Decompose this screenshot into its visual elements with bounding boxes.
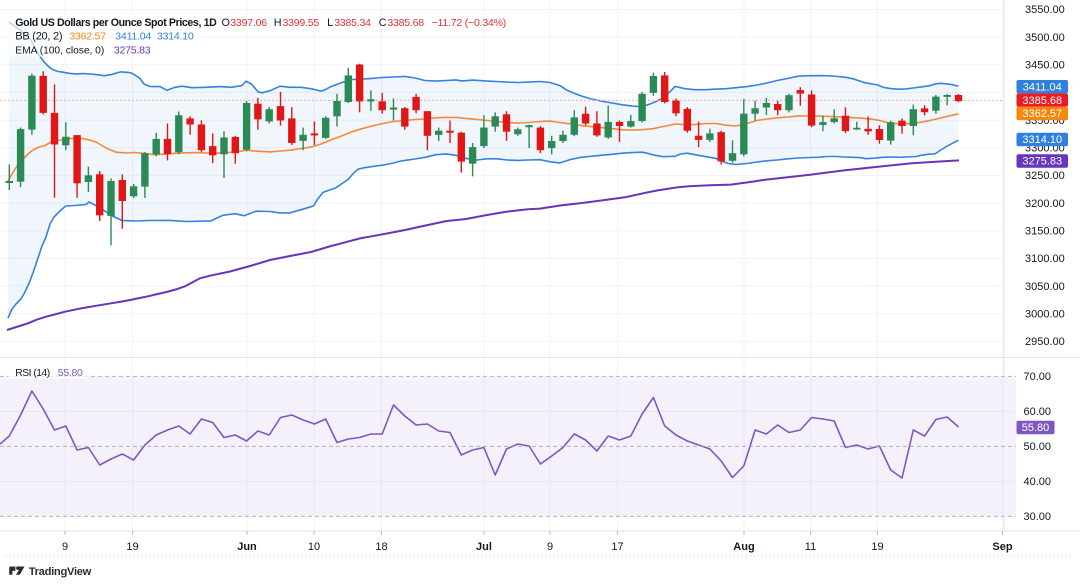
svg-text:70.00: 70.00 (1024, 371, 1052, 383)
svg-text:9: 9 (547, 541, 553, 553)
svg-text:3250.00: 3250.00 (1025, 170, 1065, 182)
svg-text:3275.83: 3275.83 (114, 45, 151, 57)
svg-text:3385.68: 3385.68 (1022, 95, 1062, 107)
svg-text:C: C (379, 17, 387, 29)
svg-text:3100.00: 3100.00 (1025, 253, 1065, 265)
svg-text:Sep: Sep (992, 541, 1012, 553)
svg-text:TradingView: TradingView (29, 566, 92, 578)
svg-text:2950.00: 2950.00 (1025, 336, 1065, 348)
svg-text:3411.04: 3411.04 (115, 31, 151, 43)
svg-text:O: O (222, 17, 230, 29)
svg-text:3275.83: 3275.83 (1022, 156, 1062, 168)
svg-text:3362.57: 3362.57 (69, 31, 106, 43)
svg-text:3385.68: 3385.68 (387, 17, 424, 29)
svg-text:3314.10: 3314.10 (1022, 134, 1062, 146)
svg-text:3000.00: 3000.00 (1025, 308, 1065, 320)
svg-text:3450.00: 3450.00 (1025, 59, 1065, 71)
svg-text:3362.57: 3362.57 (1022, 108, 1062, 120)
svg-text:3050.00: 3050.00 (1025, 281, 1065, 293)
svg-text:55.80: 55.80 (58, 367, 83, 379)
svg-text:3314.10: 3314.10 (157, 31, 194, 43)
svg-text:L: L (327, 17, 333, 29)
svg-text:3550.00: 3550.00 (1025, 4, 1065, 16)
svg-text:3399.55: 3399.55 (283, 17, 320, 29)
svg-text:50.00: 50.00 (1024, 441, 1052, 453)
svg-text:10: 10 (308, 541, 320, 553)
svg-text:EMA (100, close, 0): EMA (100, close, 0) (15, 46, 104, 57)
svg-text:3150.00: 3150.00 (1025, 225, 1065, 237)
svg-text:30.00: 30.00 (1024, 511, 1052, 523)
svg-text:11: 11 (805, 541, 816, 553)
svg-text:Gold US Dollars per Ounce Spot: Gold US Dollars per Ounce Spot Prices, 1… (15, 17, 217, 29)
svg-text:60.00: 60.00 (1024, 406, 1052, 418)
svg-text:19: 19 (126, 541, 138, 553)
svg-text:−11.72 (−0.34%): −11.72 (−0.34%) (432, 17, 506, 29)
svg-text:9: 9 (62, 541, 68, 553)
svg-text:BB (20, 2): BB (20, 2) (15, 31, 62, 43)
svg-text:18: 18 (375, 541, 387, 553)
svg-text:RSI (14): RSI (14) (15, 368, 49, 379)
svg-text:55.80: 55.80 (1022, 422, 1050, 434)
svg-text:Jun: Jun (237, 541, 257, 553)
svg-text:3500.00: 3500.00 (1025, 32, 1065, 44)
svg-text:Aug: Aug (733, 541, 754, 553)
svg-text:3385.34: 3385.34 (334, 17, 371, 29)
svg-text:19: 19 (871, 541, 883, 553)
svg-text:17: 17 (611, 541, 623, 553)
svg-text:Jul: Jul (476, 541, 492, 553)
svg-text:3397.06: 3397.06 (230, 17, 267, 29)
svg-text:H: H (274, 17, 282, 29)
svg-text:3200.00: 3200.00 (1025, 198, 1065, 210)
svg-text:3411.04: 3411.04 (1023, 81, 1062, 93)
svg-text:40.00: 40.00 (1024, 476, 1052, 488)
